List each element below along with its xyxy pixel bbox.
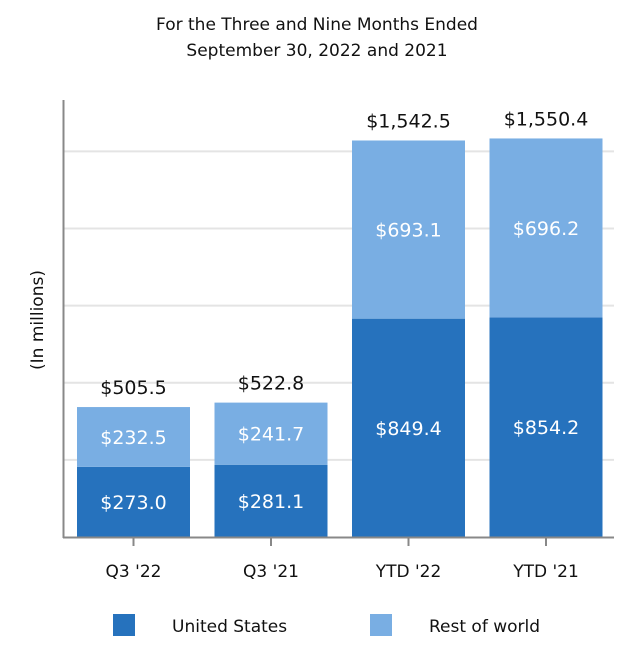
- legend-swatch: [113, 614, 135, 636]
- total-value-label: $522.8: [238, 373, 304, 395]
- bar-segment-united-states: [352, 318, 465, 537]
- segment-value-label: $241.7: [238, 424, 304, 446]
- total-value-label: $505.5: [100, 377, 166, 399]
- segment-value-label: $696.2: [513, 218, 579, 240]
- bar-segment-rest-of-world: [214, 402, 328, 465]
- y-axis-label: (In millions): [28, 270, 48, 370]
- segment-value-label: $281.1: [238, 491, 304, 513]
- bar-segment-rest-of-world: [352, 140, 465, 319]
- segment-value-label: $693.1: [375, 220, 441, 242]
- x-tick-label: Q3 '21: [243, 562, 299, 582]
- total-value-label: $1,542.5: [366, 110, 451, 132]
- legend-swatch: [370, 614, 392, 636]
- bar-segment-rest-of-world: [77, 407, 190, 467]
- bar-segment-united-states: [77, 466, 190, 537]
- chart-title: For the Three and Nine Months Ended: [156, 15, 478, 35]
- segment-value-label: $232.5: [100, 427, 166, 449]
- chart-subtitle: September 30, 2022 and 2021: [186, 41, 447, 61]
- segment-value-label: $273.0: [100, 492, 166, 514]
- segment-value-label: $849.4: [375, 418, 441, 440]
- bar-segment-united-states: [489, 317, 603, 537]
- x-tick-label: YTD '22: [375, 562, 442, 582]
- legend-label: Rest of world: [429, 617, 540, 637]
- total-value-label: $1,550.4: [504, 108, 589, 130]
- bar-segment-rest-of-world: [489, 138, 603, 318]
- x-tick-label: YTD '21: [512, 562, 579, 582]
- bar-segment-united-states: [214, 464, 328, 537]
- segment-value-label: $854.2: [513, 417, 579, 439]
- x-tick-label: Q3 '22: [106, 562, 162, 582]
- legend-label: United States: [172, 617, 287, 637]
